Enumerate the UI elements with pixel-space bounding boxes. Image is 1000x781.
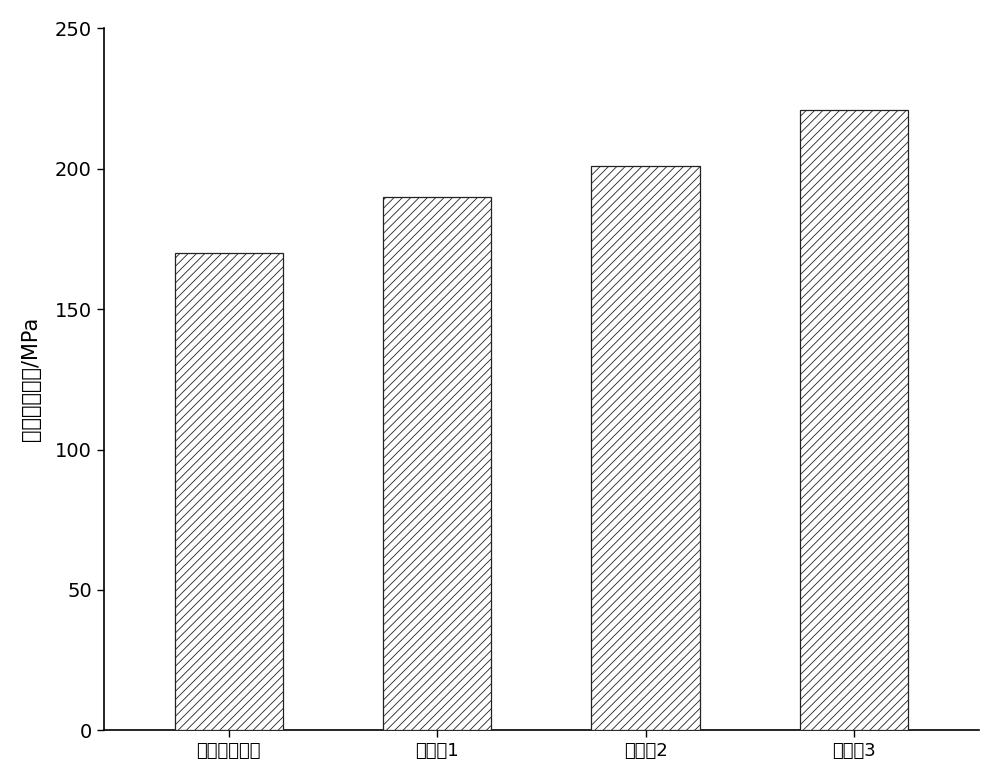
Bar	[800, 110, 908, 730]
Y-axis label: 最大抗拉强度/MPa: 最大抗拉强度/MPa	[21, 317, 41, 441]
Bar	[175, 253, 283, 730]
Bar	[591, 166, 700, 730]
Bar	[383, 197, 491, 730]
